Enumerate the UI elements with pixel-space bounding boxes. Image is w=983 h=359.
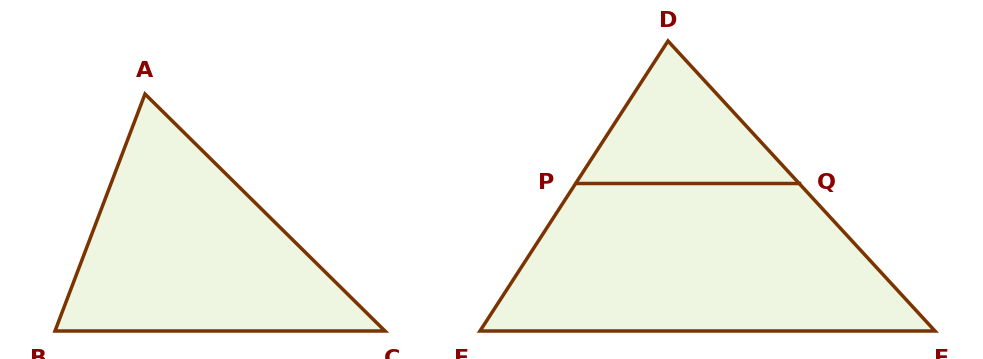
Text: A: A (137, 61, 153, 81)
Text: C: C (383, 349, 400, 359)
Text: E: E (454, 349, 470, 359)
Text: P: P (538, 173, 553, 193)
Text: Q: Q (817, 173, 836, 193)
Text: D: D (659, 11, 677, 31)
Text: F: F (935, 349, 950, 359)
Text: B: B (29, 349, 46, 359)
Polygon shape (55, 94, 385, 331)
Polygon shape (480, 41, 935, 331)
